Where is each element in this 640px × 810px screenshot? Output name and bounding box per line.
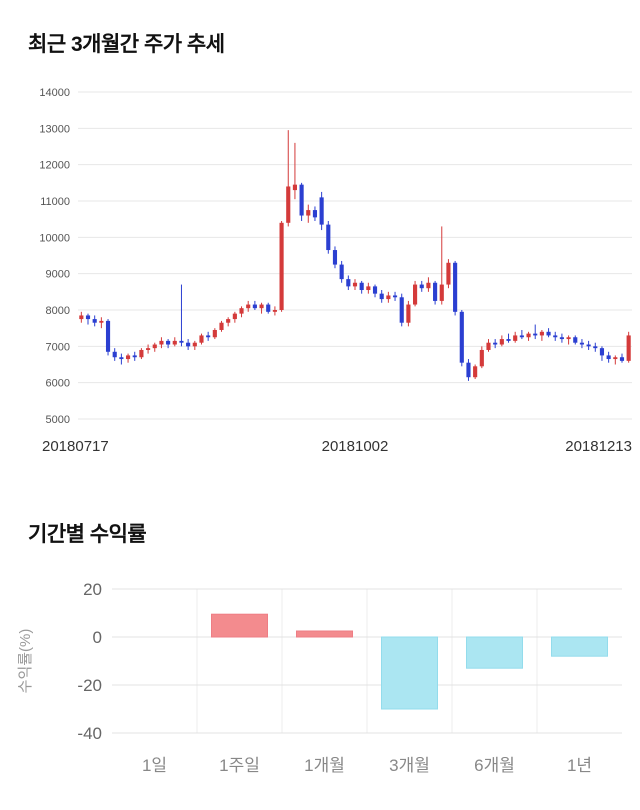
svg-text:3개월: 3개월 [389, 756, 430, 775]
svg-text:20180717: 20180717 [42, 438, 109, 455]
period-return-bar-chart: 20 0 -20 -40 1일 1주일 1개월 3개월 6개월 1년 수익률(%) [17, 580, 622, 775]
svg-text:-20: -20 [77, 676, 102, 695]
svg-text:12000: 12000 [39, 160, 70, 172]
svg-text:6개월: 6개월 [474, 756, 515, 775]
price-trend-title: 최근 3개월간 주가 추세 [28, 33, 225, 56]
svg-text:1개월: 1개월 [304, 756, 345, 775]
svg-text:5000: 5000 [46, 414, 70, 426]
svg-text:10000: 10000 [39, 232, 70, 244]
svg-text:6000: 6000 [46, 378, 70, 390]
svg-text:14000: 14000 [39, 87, 70, 99]
svg-text:11000: 11000 [40, 196, 70, 208]
svg-text:20: 20 [83, 580, 102, 599]
svg-text:1일: 1일 [142, 756, 167, 775]
svg-text:9000: 9000 [46, 269, 70, 281]
svg-text:-40: -40 [77, 724, 102, 743]
price-candlestick-chart: 5000 6000 7000 8000 9000 10000 11000 12000 13000… [39, 87, 632, 455]
period-return-title: 기간별 수익률 [28, 523, 147, 546]
svg-text:20181002: 20181002 [322, 438, 389, 455]
svg-text:수익률(%): 수익률(%) [17, 629, 34, 694]
svg-text:20181213: 20181213 [565, 438, 632, 455]
svg-text:8000: 8000 [46, 305, 70, 317]
svg-text:1주일: 1주일 [219, 756, 260, 775]
svg-text:0: 0 [93, 628, 102, 647]
svg-text:7000: 7000 [46, 341, 70, 353]
svg-text:1년: 1년 [567, 756, 592, 775]
svg-text:13000: 13000 [39, 123, 70, 135]
